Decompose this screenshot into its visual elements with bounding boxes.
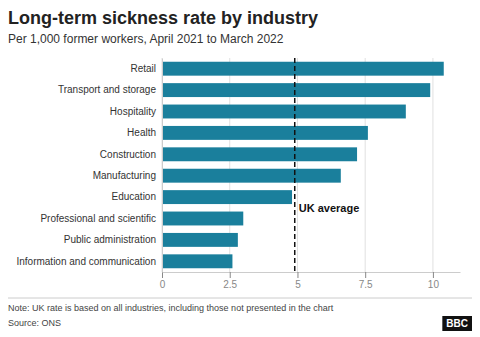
bar — [162, 233, 238, 247]
grid — [162, 58, 433, 272]
y-tick-label: Education — [112, 191, 156, 202]
y-tick: Hospitality — [110, 106, 162, 117]
y-tick-label: Manufacturing — [93, 170, 156, 181]
x-tick-mark — [230, 272, 231, 278]
y-tick-label: Information and communication — [16, 256, 156, 267]
y-tick-label: Public administration — [64, 234, 156, 245]
x-tick: 0 — [160, 272, 166, 290]
bar — [162, 62, 444, 76]
subtitle: Per 1,000 former workers, April 2021 to … — [8, 32, 284, 46]
bar — [162, 254, 232, 268]
y-tick-label: Hospitality — [110, 106, 156, 117]
x-tick-mark — [162, 272, 163, 278]
y-tick-label: Professional and scientific — [40, 213, 156, 224]
annotation-label: UK average — [299, 202, 360, 214]
title: Long-term sickness rate by industry — [8, 8, 318, 28]
y-tick: Retail — [130, 63, 162, 74]
x-tick-mark — [297, 272, 298, 278]
plot: 0 2.5 5 7.5 10 Information and communication P… — [16, 58, 460, 290]
logo-box — [442, 316, 472, 331]
bar — [162, 190, 292, 204]
logo: BBC — [442, 316, 472, 331]
x-tick: 5 — [295, 272, 301, 290]
y-tick: Education — [112, 191, 162, 202]
bar — [162, 105, 406, 119]
y-tick: Manufacturing — [93, 170, 162, 181]
y-tick: Health — [127, 127, 162, 138]
logo-text: BBC — [446, 318, 468, 329]
y-tick-label: Health — [127, 127, 156, 138]
x-axis: 0 2.5 5 7.5 10 — [160, 272, 461, 290]
y-axis: Information and communication Public admi… — [16, 59, 162, 273]
y-tick: Professional and scientific — [40, 213, 162, 224]
y-tick: Construction — [100, 149, 162, 160]
source: Source: ONS — [8, 318, 61, 328]
reference-line — [294, 58, 296, 272]
y-tick: Public administration — [64, 234, 162, 245]
x-tick-mark — [433, 272, 434, 278]
x-tick-label: 0 — [160, 279, 166, 290]
bar — [162, 147, 357, 161]
bar — [162, 126, 368, 140]
x-tick: 2.5 — [223, 272, 237, 290]
marks — [162, 58, 444, 272]
bar — [162, 83, 430, 97]
grid-line — [162, 58, 163, 272]
note: Note: UK rate is based on all industries… — [8, 303, 334, 313]
chart: Long-term sickness rate by industry Per 1… — [0, 0, 480, 337]
y-tick-label: Transport and storage — [58, 84, 156, 95]
x-tick-label: 7.5 — [359, 279, 373, 290]
x-tick-mark — [365, 272, 366, 278]
y-tick-label: Construction — [100, 149, 156, 160]
bar — [162, 169, 341, 183]
x-tick: 10 — [428, 272, 440, 290]
y-tick: Information and communication — [16, 256, 162, 267]
x-axis-line — [163, 272, 461, 273]
x-tick: 7.5 — [359, 272, 373, 290]
grid-line — [432, 58, 433, 272]
y-axis-line — [162, 59, 163, 273]
y-tick: Transport and storage — [58, 84, 162, 95]
y-tick-label: Retail — [130, 63, 156, 74]
x-tick-label: 5 — [295, 279, 301, 290]
bar — [162, 212, 243, 226]
x-tick-label: 2.5 — [223, 279, 237, 290]
x-tick-label: 10 — [428, 279, 440, 290]
separator — [8, 298, 472, 299]
